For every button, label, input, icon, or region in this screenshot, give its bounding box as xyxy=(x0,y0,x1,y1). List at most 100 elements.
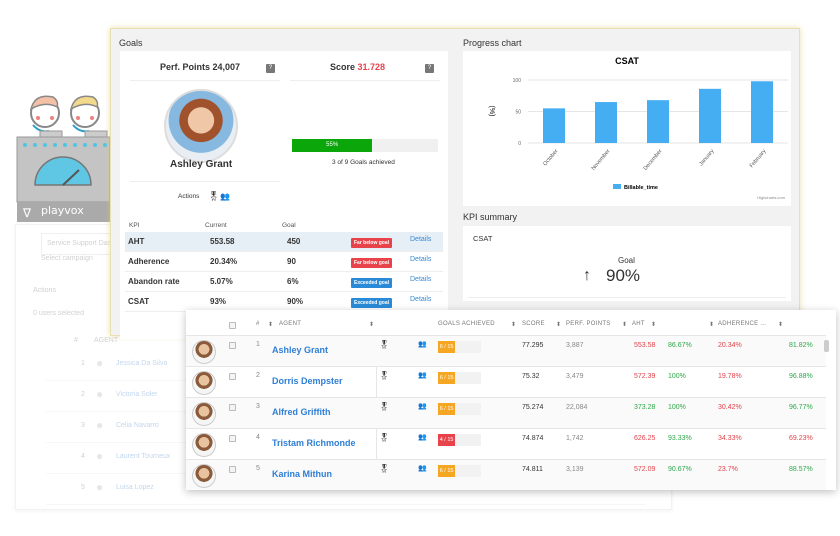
kpi-summary-goal-value: 90% xyxy=(606,266,641,285)
users-icon[interactable]: 👥 xyxy=(220,192,230,201)
award-icon[interactable]: 🎖 xyxy=(208,191,220,201)
row-checkbox[interactable] xyxy=(229,435,236,442)
goals-achieved-fill: 4 / 15 xyxy=(438,434,456,446)
kpi-goal: 450 xyxy=(287,237,301,246)
users-icon[interactable]: 👥 xyxy=(418,372,427,379)
goals-progress-fill: 55% xyxy=(292,139,373,152)
sort-icon[interactable]: ⬍ xyxy=(369,322,375,328)
bar-november xyxy=(595,102,617,143)
col-goals-achieved[interactable]: GOALS ACHIEVED xyxy=(438,321,495,327)
users-icon[interactable]: 👥 xyxy=(418,465,427,472)
kpi-details-link[interactable]: Details xyxy=(410,236,432,243)
score-label: Score xyxy=(330,62,356,72)
scrollbar[interactable] xyxy=(824,340,829,352)
col-agent[interactable]: AGENT xyxy=(279,321,302,327)
avatar xyxy=(192,433,216,457)
kpi-goal: 6% xyxy=(287,277,299,286)
row-checkbox[interactable] xyxy=(229,404,236,411)
award-icon[interactable]: 🎖 xyxy=(379,371,390,380)
sort-icon[interactable]: ⬍ xyxy=(651,322,657,328)
arrow-up-icon: ↑ xyxy=(583,267,591,284)
row-checkbox[interactable] xyxy=(229,373,236,380)
kpi-current: 553.58 xyxy=(210,237,235,246)
users-icon[interactable]: 👥 xyxy=(418,434,427,441)
col-aht[interactable]: AHT xyxy=(632,321,645,327)
sort-icon[interactable]: ⬍ xyxy=(268,322,274,328)
agent-link[interactable]: Laurent Tourneux xyxy=(116,453,171,460)
col-num[interactable]: # xyxy=(256,321,260,327)
user-icon: ● xyxy=(96,480,104,494)
agent-link[interactable]: Victoria Soler xyxy=(116,391,158,398)
agent-name-link[interactable]: Tristam Richmonde xyxy=(272,438,356,448)
agent-link[interactable]: Luisa Lopez xyxy=(116,484,154,491)
kpi-row: Adherence 20.34% 90 Far below goal Details xyxy=(125,252,443,272)
row-num: 5 xyxy=(256,465,260,472)
kpi-details-link[interactable]: Details xyxy=(410,276,432,283)
y-axis-label: (%) xyxy=(488,106,495,117)
agent-face-icon xyxy=(29,95,60,133)
col-adherence[interactable]: ADHERENCE ... xyxy=(718,321,767,327)
agent-link[interactable]: Celia Navarro xyxy=(116,422,159,429)
col-score[interactable]: SCORE xyxy=(522,321,545,327)
aht-value: 626.25 xyxy=(634,435,656,442)
score: Score 31.728 xyxy=(330,62,385,72)
progress-chart-title: Progress chart xyxy=(463,38,522,48)
background-table-row: 5 ● Luisa Lopez xyxy=(46,474,646,505)
agent-name-link[interactable]: Karina Mithun xyxy=(272,469,332,479)
row-num: 1 xyxy=(81,360,85,367)
kpi-details-link[interactable]: Details xyxy=(410,256,432,263)
select-all-checkbox[interactable] xyxy=(229,322,236,329)
goals-achieved-bar: 4 / 15 xyxy=(438,434,481,446)
row-num: 4 xyxy=(256,434,260,441)
kpi-summary-card: CSAT Goal ↑ 90% xyxy=(463,226,791,301)
agent-name: Ashley Grant xyxy=(170,159,233,170)
row-checkbox[interactable] xyxy=(229,342,236,349)
kpi-status-badge: Exceeded goal xyxy=(351,298,393,308)
bar-december xyxy=(647,100,669,143)
col-perf-points[interactable]: PERF. POINTS xyxy=(566,321,611,327)
aht-value: 572.39 xyxy=(634,373,656,380)
csat-bar-chart: CSAT (%) 0 50 100 October November December Janu… xyxy=(488,56,788,200)
kpi-row: AHT 553.58 450 Far below goal Details xyxy=(125,232,443,252)
gauge-icon xyxy=(34,156,92,186)
award-icon[interactable]: 🎖 xyxy=(379,433,390,442)
x-tick-label: December xyxy=(643,148,664,171)
metric-value: 96.88% xyxy=(789,373,813,380)
sort-icon[interactable]: ⬍ xyxy=(622,322,628,328)
kpi-details-link[interactable]: Details xyxy=(410,296,432,303)
perf-points-value: 3,479 xyxy=(566,373,584,380)
sort-icon[interactable]: ⬍ xyxy=(511,322,517,328)
x-tick-label: January xyxy=(698,148,715,167)
kpi-current: 5.07% xyxy=(210,277,233,286)
score-help-button[interactable]: ? xyxy=(425,64,434,73)
award-icon[interactable]: 🎖 xyxy=(379,402,390,411)
metric-value: 93.33% xyxy=(668,435,692,442)
user-icon: ● xyxy=(96,418,104,432)
kpi-name: Abandon rate xyxy=(128,277,180,286)
agent-name-link[interactable]: Alfred Griffith xyxy=(272,407,331,417)
goals-achieved-bar: 6 / 15 xyxy=(438,403,481,415)
agent-link[interactable]: Jessica Da Silva xyxy=(116,360,168,367)
kpi-row: Abandon rate 5.07% 6% Exceeded goal Details xyxy=(125,272,443,292)
users-icon[interactable]: 👥 xyxy=(418,403,427,410)
award-icon[interactable]: 🎖 xyxy=(379,464,390,473)
chart-credit[interactable]: Highcharts.com xyxy=(757,195,785,200)
perf-points-value: 3,887 xyxy=(566,342,584,349)
perf-points-help-button[interactable]: ? xyxy=(266,64,275,73)
sort-icon[interactable]: ⬍ xyxy=(556,322,562,328)
kpi-name: Adherence xyxy=(128,257,170,266)
agent-name-link[interactable]: Ashley Grant xyxy=(272,345,329,355)
score-value: 75.274 xyxy=(522,404,544,411)
score-value: 75.32 xyxy=(522,373,540,380)
row-checkbox[interactable] xyxy=(229,466,236,473)
sort-icon[interactable]: ⬍ xyxy=(709,322,715,328)
agent-name-link[interactable]: Dorris Dempster xyxy=(272,376,343,386)
award-icon[interactable]: 🎖 xyxy=(379,340,390,349)
score-value: 74.874 xyxy=(522,435,544,442)
kpi-row: CSAT 93% 90% Exceeded goal Details xyxy=(125,292,443,312)
legend-label[interactable]: Billable_time xyxy=(624,185,658,191)
users-icon[interactable]: 👥 xyxy=(418,341,427,348)
perf-points-label: Perf. Points xyxy=(160,62,211,72)
sort-icon[interactable]: ⬍ xyxy=(778,322,784,328)
adherence-value: 30.42% xyxy=(718,404,742,411)
